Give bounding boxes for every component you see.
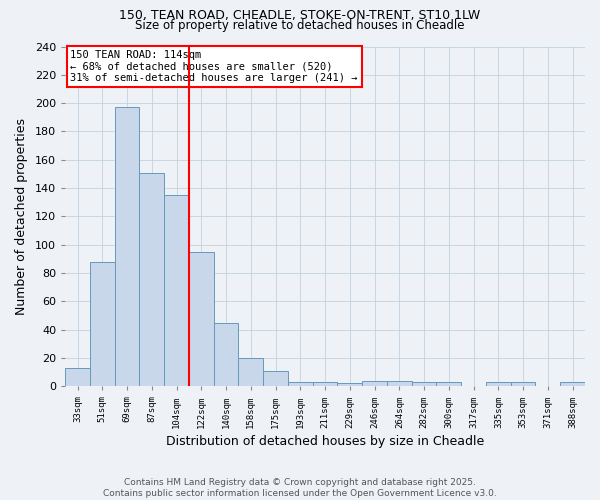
Bar xyxy=(511,382,535,386)
Bar xyxy=(387,380,412,386)
Bar xyxy=(115,108,139,386)
Bar xyxy=(263,370,288,386)
Y-axis label: Number of detached properties: Number of detached properties xyxy=(15,118,28,315)
Bar xyxy=(486,382,511,386)
Bar xyxy=(313,382,337,386)
Bar xyxy=(139,172,164,386)
Bar xyxy=(65,368,90,386)
Text: Size of property relative to detached houses in Cheadle: Size of property relative to detached ho… xyxy=(135,19,465,32)
Bar xyxy=(436,382,461,386)
Bar xyxy=(90,262,115,386)
Text: 150 TEAN ROAD: 114sqm
← 68% of detached houses are smaller (520)
31% of semi-det: 150 TEAN ROAD: 114sqm ← 68% of detached … xyxy=(70,50,358,83)
Bar xyxy=(362,380,387,386)
Text: Contains HM Land Registry data © Crown copyright and database right 2025.
Contai: Contains HM Land Registry data © Crown c… xyxy=(103,478,497,498)
Bar xyxy=(164,195,189,386)
Bar xyxy=(337,384,362,386)
X-axis label: Distribution of detached houses by size in Cheadle: Distribution of detached houses by size … xyxy=(166,434,484,448)
Bar xyxy=(214,322,238,386)
Bar xyxy=(560,382,585,386)
Text: 150, TEAN ROAD, CHEADLE, STOKE-ON-TRENT, ST10 1LW: 150, TEAN ROAD, CHEADLE, STOKE-ON-TRENT,… xyxy=(119,9,481,22)
Bar xyxy=(288,382,313,386)
Bar xyxy=(238,358,263,386)
Bar xyxy=(412,382,436,386)
Bar xyxy=(189,252,214,386)
